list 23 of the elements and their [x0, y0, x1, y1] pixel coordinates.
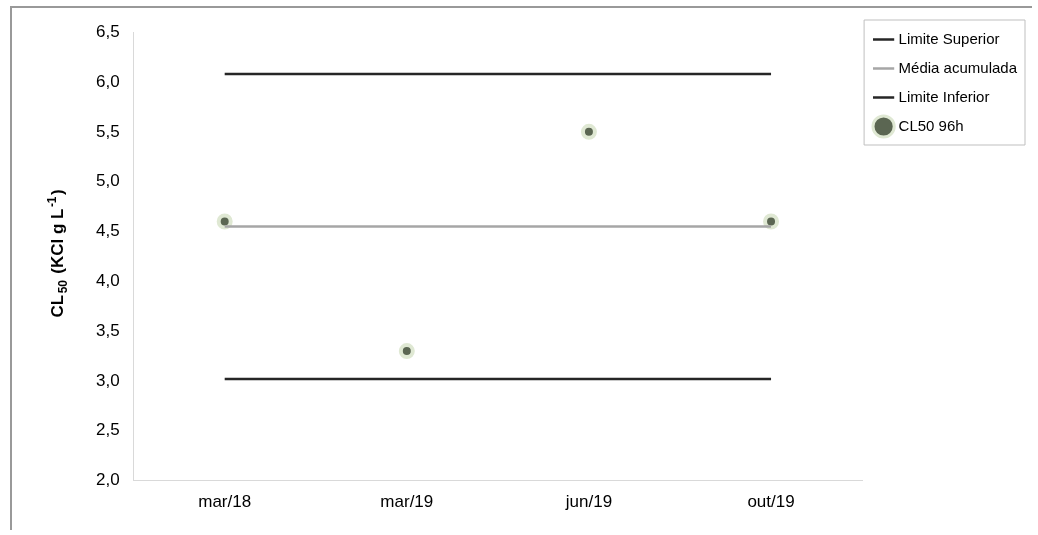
point — [216, 213, 233, 230]
y-tick-label: 3,0 — [95, 370, 120, 390]
point — [763, 213, 780, 230]
legend-label: Limite Superior — [898, 29, 1000, 47]
y-tick-label: 5,0 — [95, 171, 120, 191]
y-tick-label: 6,5 — [95, 21, 120, 41]
point — [580, 123, 597, 140]
y-tick-label: 3,5 — [95, 320, 120, 340]
x-tick-label: out/19 — [747, 492, 795, 512]
y-tick-label: 2,0 — [95, 470, 120, 490]
x-tick-label: jun/19 — [564, 492, 613, 512]
y-axis-title: CL50 (KCl g L-1) — [45, 189, 70, 318]
x-tick-label: mar/19 — [380, 492, 434, 512]
legend-label: Limite Inferior — [898, 87, 990, 105]
legend-label: CL50 96h — [898, 116, 964, 134]
y-tick-label: 4,0 — [95, 271, 120, 290]
x-tick-label: mar/18 — [198, 492, 252, 512]
y-tick-label: 6,0 — [95, 71, 120, 91]
y-tick-label: 4,5 — [95, 221, 120, 241]
y-tick-label: 2,5 — [95, 420, 120, 440]
legend-label: Média acumulada — [898, 58, 1018, 76]
y-tick-label: 5,5 — [95, 121, 120, 141]
point — [398, 343, 415, 360]
